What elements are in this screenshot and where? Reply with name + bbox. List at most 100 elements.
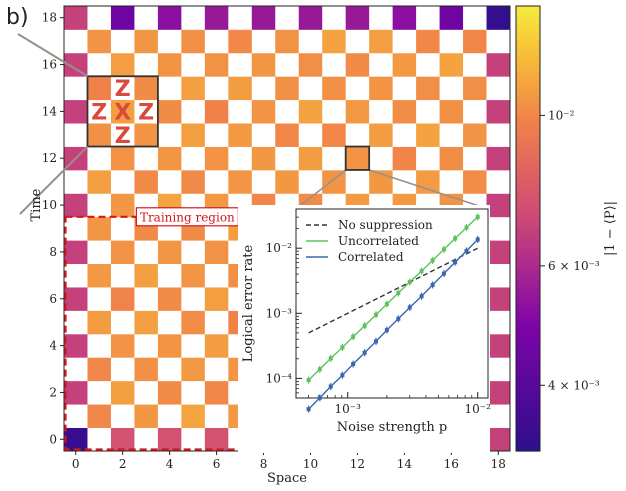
series-uncorrelated-point [373,312,378,317]
zoom-cell-box [344,145,371,171]
heatmap-cell [392,146,417,171]
heatmap-cell [369,146,394,171]
heatmap-cell [181,123,206,147]
colorbar-step [516,428,540,434]
heatmap-cell [157,99,182,124]
colorbar-step [516,57,540,63]
stabilizer-neighbor-letter: Z [138,100,154,125]
y-tick-label: 8 [49,245,57,259]
colorbar-step [516,184,540,189]
heatmap-cell [157,29,182,54]
heatmap-cell [439,169,464,194]
series-correlated-point [340,373,345,378]
colorbar-step [516,35,540,40]
colorbar-step [516,46,540,52]
heatmap-cell [228,29,253,54]
stabilizer-box [86,75,159,148]
colorbar-step [516,72,540,78]
heatmap-cell [110,193,135,218]
heatmap-cell [369,99,394,124]
series-uncorrelated-point [475,214,480,219]
heatmap-cell [134,404,159,428]
y-tick-label: 16 [42,58,57,72]
colorbar-step [516,54,540,59]
heatmap-cell [251,29,276,54]
colorbar-step [516,432,540,437]
heatmap-cell [134,287,159,311]
colorbar-step [516,128,540,133]
heatmap-cell [64,427,88,452]
heatmap-cell [251,169,276,194]
heatmap-cell [110,240,135,265]
heatmap-cell [322,99,347,124]
series-correlated-point [317,395,322,400]
heatmap-cell [486,216,511,241]
heatmap-cell [463,123,487,147]
heatmap-cell [486,99,511,124]
heatmap-cell [275,123,300,147]
heatmap-cell [157,169,182,194]
inset-y-tick-label: 10⁻² [266,241,293,255]
heatmap-cell [251,123,276,147]
colorbar-step [516,373,540,378]
heatmap-cell [322,52,347,77]
heatmap-cell [345,146,370,171]
colorbar-step [516,380,540,385]
colorbar-step [516,362,540,367]
colorbar-step [516,76,540,81]
colorbar-step [516,195,540,200]
colorbar-step [516,261,540,267]
heatmap-cell [157,146,182,171]
colorbar-step [516,287,540,293]
heatmap-cell [134,29,159,54]
heatmap-cell [134,263,159,288]
heatmap-cell [181,29,206,54]
colorbar-step [516,235,540,241]
heatmap-cell [64,169,88,194]
heatmap-cell [64,287,88,311]
heatmap-cell [134,123,159,147]
colorbar-step [516,209,540,215]
heatmap-cell [251,52,276,77]
heatmap-cell [369,29,394,54]
heatmap-cell [251,6,276,30]
colorbar-step [516,313,540,319]
heatmap-cell [181,287,206,311]
x-tick-label: 16 [444,457,459,471]
heatmap-cell [275,76,300,101]
heatmap-cell [322,76,347,101]
heatmap-cell [157,310,182,335]
colorbar-step [516,61,540,66]
colorbar-step [516,83,540,89]
heatmap-cell [275,52,300,77]
heatmap-cell [439,123,464,147]
heatmap-cell [486,427,511,452]
heatmap-cell [110,29,135,54]
colorbar-step [516,298,540,304]
colorbar-step [516,9,540,15]
heatmap-cell [87,29,112,54]
heatmap-cell [251,76,276,101]
heatmap-cell [228,123,253,147]
heatmap-cell [486,404,511,428]
heatmap-cell [369,76,394,101]
series-uncorrelated-point [396,291,401,296]
heatmap-cell [204,6,229,30]
colorbar-step [516,95,540,100]
heatmap-cell [87,287,112,311]
heatmap-cell [392,29,417,54]
heatmap-cell [416,76,440,101]
x-tick-label: 0 [72,457,80,471]
heatmap-cell [439,6,464,30]
colorbar-step [516,69,540,74]
heatmap-cell [110,263,135,288]
heatmap-cell [110,6,135,30]
colorbar-step [516,109,540,115]
heatmap-cell [298,146,323,171]
heatmap-cell [134,380,159,405]
heatmap-cell [416,146,440,171]
heatmap-cell [275,29,300,54]
heatmap-cell [416,99,440,124]
series-uncorrelated-point [453,236,458,241]
heatmap-cell [204,310,229,335]
